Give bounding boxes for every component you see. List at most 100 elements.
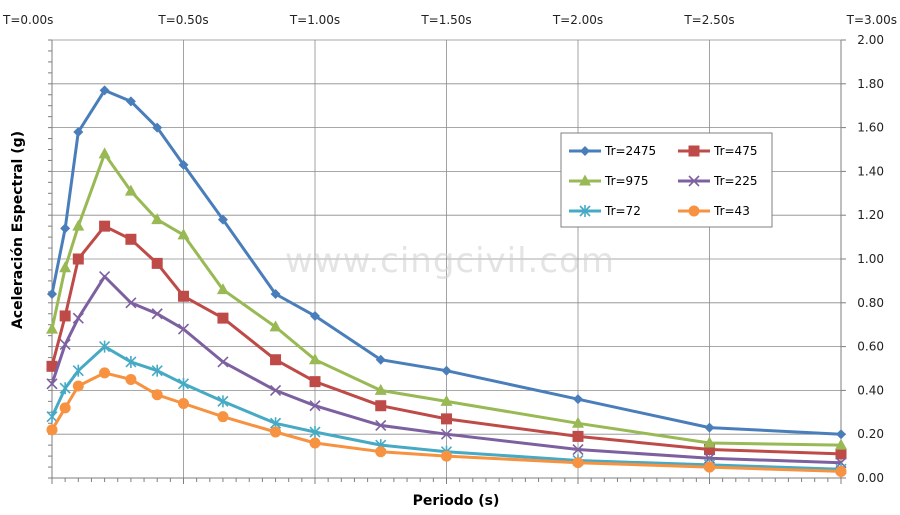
data-point [177, 228, 190, 240]
series-Tr=225 [46, 270, 847, 469]
data-point [310, 310, 320, 321]
y-tick-label: 1.00 [857, 252, 884, 266]
y-tick-label: 1.40 [857, 164, 884, 178]
data-point [98, 147, 111, 159]
data-point [270, 354, 282, 366]
top-tick-label: T=1.50s [420, 13, 471, 27]
legend-marker [688, 145, 700, 157]
top-tick-label: T=1.00s [289, 13, 340, 27]
data-point [440, 394, 453, 406]
y-tick-label: 1.60 [857, 121, 884, 135]
legend-entry: Tr=975 [569, 174, 648, 188]
top-tick-labels: T=0.00s T=0.50s T=1.00s T=1.50s T=2.00s T=2.5… [2, 13, 897, 27]
data-point [46, 322, 58, 334]
legend-label: Tr=2475 [604, 144, 656, 158]
data-point [73, 126, 84, 137]
data-point [72, 219, 85, 231]
data-point [703, 436, 716, 448]
y-tick-label: 0.40 [857, 383, 884, 397]
data-point [151, 213, 164, 225]
legend-entry: Tr=475 [678, 144, 757, 158]
data-point [269, 320, 282, 332]
legend-marker [688, 205, 700, 217]
data-point [60, 223, 71, 234]
legend-label: Tr=225 [713, 174, 757, 188]
data-point [309, 426, 321, 439]
data-point [836, 429, 846, 440]
data-point [572, 416, 584, 428]
data-point [217, 214, 228, 225]
data-point [217, 356, 229, 368]
data-point [125, 233, 137, 245]
data-point [46, 378, 58, 390]
watermark: www.cingcivil.com [285, 241, 615, 281]
data-point [270, 426, 282, 438]
data-point [125, 297, 137, 309]
data-point [269, 384, 282, 396]
data-point [441, 450, 452, 462]
data-point [72, 380, 84, 392]
data-point [72, 364, 84, 377]
data-point [835, 465, 847, 477]
x-axis-title: Periodo (s) [413, 493, 500, 509]
data-point [59, 338, 71, 350]
data-point [217, 312, 229, 324]
y-tick-label: 1.20 [857, 208, 884, 222]
legend-entry: Tr=225 [678, 174, 757, 188]
y-tick-label: 0.00 [857, 471, 884, 485]
data-point [441, 365, 452, 376]
data-point [99, 220, 111, 232]
data-point [704, 422, 715, 433]
y-tick-label: 2.00 [857, 33, 884, 47]
data-point [178, 290, 189, 302]
data-point [46, 410, 58, 423]
axes [48, 39, 846, 484]
data-point [835, 448, 847, 460]
data-point [151, 364, 163, 377]
data-point [99, 85, 110, 96]
y-tick-label: 0.80 [857, 296, 884, 310]
data-point [151, 389, 163, 401]
data-point [152, 122, 163, 133]
data-point [375, 419, 387, 432]
data-point [309, 376, 321, 388]
data-point [309, 437, 321, 449]
data-point [46, 424, 58, 436]
y-tick-labels: 0.00 0.20 0.40 0.60 0.80 1.00 1.20 1.40 1.60 1.80… [857, 33, 884, 485]
legend-label: Tr=475 [713, 144, 757, 158]
data-point [573, 394, 583, 405]
data-point [440, 428, 453, 440]
top-tick-label: T=0.50s [157, 13, 208, 27]
data-point [125, 355, 137, 368]
data-point [835, 438, 847, 450]
y-tick-label: 0.20 [857, 427, 884, 441]
data-point [99, 270, 111, 283]
data-point [72, 312, 84, 324]
legend-marker [579, 174, 591, 186]
legend-marker [579, 205, 591, 217]
legend-entry: Tr=2475 [569, 144, 656, 158]
data-point [704, 461, 715, 473]
legend-marker [688, 175, 700, 187]
data-point [59, 261, 72, 273]
legend-label: Tr=72 [604, 204, 641, 218]
legend-marker [580, 146, 590, 156]
data-point [572, 457, 584, 469]
data-point [99, 340, 111, 353]
data-point [375, 354, 386, 365]
data-point [46, 360, 58, 372]
data-point [178, 398, 189, 410]
data-point [217, 411, 229, 423]
top-tick-label: T=2.50s [683, 13, 734, 27]
data-point [704, 444, 715, 456]
data-point [177, 323, 190, 335]
legend-label: Tr=975 [604, 174, 648, 188]
top-tick-label: T=3.00s [846, 13, 897, 27]
data-point [572, 430, 584, 442]
data-point [151, 308, 163, 320]
data-point [572, 443, 584, 456]
data-point [375, 400, 387, 412]
data-point [216, 283, 229, 295]
top-tick-label: T=0.00s [2, 13, 53, 27]
